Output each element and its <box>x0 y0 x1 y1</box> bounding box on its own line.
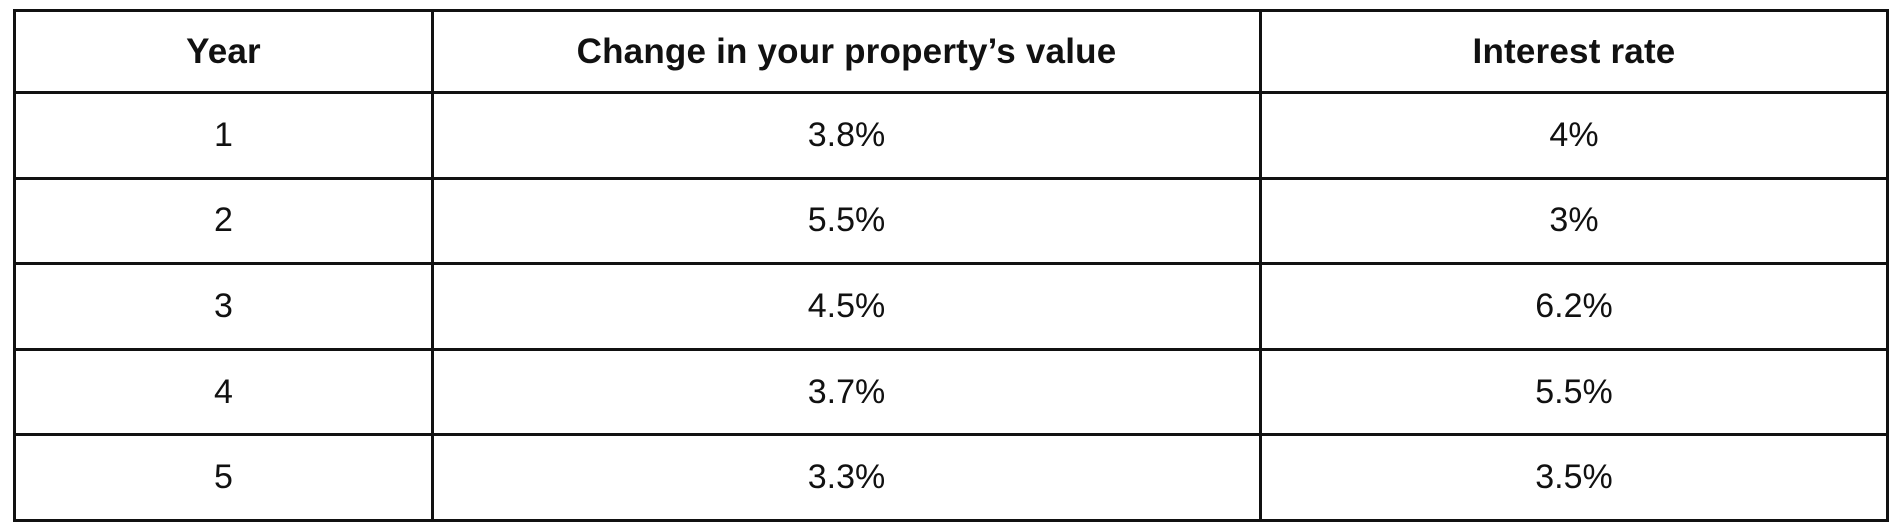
cell-property-value-change: 5.5% <box>431 176 1262 266</box>
header-year: Year <box>13 9 434 94</box>
table-header-row: Year Change in your property’s value Int… <box>13 9 1889 94</box>
cell-interest-rate: 3% <box>1259 176 1889 266</box>
table-row: 5 3.3% 3.5% <box>13 433 1889 522</box>
cell-year: 3 <box>13 262 434 351</box>
table-row: 1 3.8% 4% <box>13 91 1889 180</box>
cell-year: 2 <box>13 176 434 266</box>
header-interest-rate: Interest rate <box>1259 9 1889 94</box>
cell-property-value-change: 3.3% <box>431 433 1262 522</box>
cell-year: 1 <box>13 91 434 180</box>
table-row: 2 5.5% 3% <box>13 176 1889 266</box>
cell-property-value-change: 3.7% <box>431 347 1262 437</box>
cell-year: 5 <box>13 433 434 522</box>
property-rate-table: Year Change in your property’s value Int… <box>13 9 1889 522</box>
table-row: 3 4.5% 6.2% <box>13 262 1889 351</box>
cell-interest-rate: 4% <box>1259 91 1889 180</box>
cell-interest-rate: 6.2% <box>1259 262 1889 351</box>
cell-property-value-change: 4.5% <box>431 262 1262 351</box>
header-property-value-change: Change in your property’s value <box>431 9 1262 94</box>
cell-property-value-change: 3.8% <box>431 91 1262 180</box>
cell-interest-rate: 3.5% <box>1259 433 1889 522</box>
cell-year: 4 <box>13 347 434 437</box>
cell-interest-rate: 5.5% <box>1259 347 1889 437</box>
table-row: 4 3.7% 5.5% <box>13 347 1889 437</box>
